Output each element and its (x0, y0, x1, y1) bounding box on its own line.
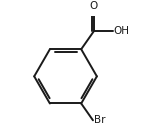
Text: OH: OH (114, 26, 130, 36)
Text: O: O (89, 1, 98, 11)
Text: Br: Br (94, 115, 105, 125)
